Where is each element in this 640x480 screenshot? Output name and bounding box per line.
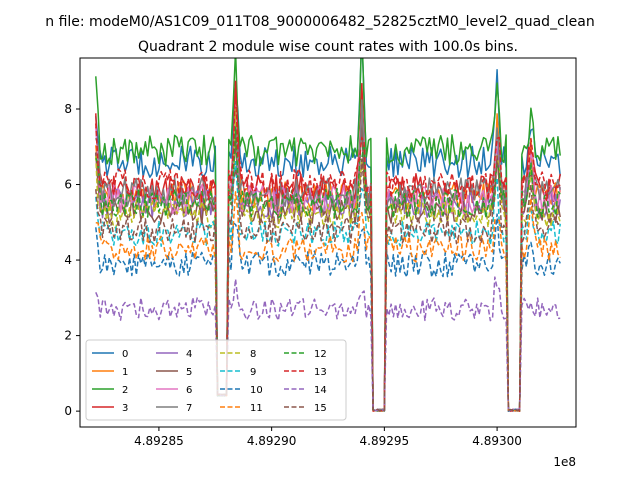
y-tick-label-1: 2 <box>64 329 72 343</box>
series-line-13 <box>95 80 561 412</box>
figure-suptitle: n file: modeM0/AS1C09_011T08_9000006482_… <box>45 14 594 30</box>
series-line-2 <box>95 58 561 412</box>
x-tick-label-3: 4.89300 <box>472 434 522 448</box>
series-line-9 <box>95 160 561 412</box>
series-line-0 <box>95 58 561 412</box>
series-line-15 <box>95 155 561 412</box>
plot-area: 4.89285 4.89290 4.89295 4.89300 0 2 4 6 8 1e8 <box>64 57 577 469</box>
legend-label-15: 15 <box>314 403 327 414</box>
legend-label-3: 3 <box>122 403 128 414</box>
series-line-6 <box>95 105 561 412</box>
series-line-3 <box>95 80 561 412</box>
series-line-10 <box>95 213 561 412</box>
axes-frame <box>79 57 577 428</box>
chart-title: Quadrant 2 module wise count rates with … <box>138 39 518 55</box>
legend-label-6: 6 <box>186 385 192 396</box>
y-tick-label-0: 0 <box>64 404 72 418</box>
legend-label-12: 12 <box>314 349 327 360</box>
x-tick-label-1: 4.89290 <box>247 434 297 448</box>
y-tick-label-2: 4 <box>64 253 72 267</box>
legend-label-1: 1 <box>122 367 128 378</box>
legend-label-13: 13 <box>314 367 327 378</box>
series-layer <box>95 58 561 412</box>
y-tick-label-4: 8 <box>64 102 72 116</box>
legend-label-10: 10 <box>250 385 263 396</box>
x-tick-label-0: 4.89285 <box>134 434 184 448</box>
y-axis: 0 2 4 6 8 <box>64 102 80 418</box>
series-line-8 <box>95 108 561 412</box>
legend-label-14: 14 <box>314 385 327 396</box>
legend-label-0: 0 <box>122 349 128 360</box>
legend-label-2: 2 <box>122 385 128 396</box>
legend-label-7: 7 <box>186 403 192 414</box>
x-tick-label-2: 4.89295 <box>360 434 410 448</box>
legend-label-9: 9 <box>250 367 256 378</box>
legend-label-4: 4 <box>186 349 192 360</box>
x-offset-label: 1e8 <box>553 455 576 469</box>
legend-label-8: 8 <box>250 349 256 360</box>
legend-label-11: 11 <box>250 403 263 414</box>
series-line-11 <box>95 191 561 412</box>
y-tick-label-3: 6 <box>64 178 72 192</box>
legend-label-5: 5 <box>186 367 192 378</box>
legend-box <box>85 339 347 421</box>
x-axis: 4.89285 4.89290 4.89295 4.89300 <box>134 427 522 448</box>
